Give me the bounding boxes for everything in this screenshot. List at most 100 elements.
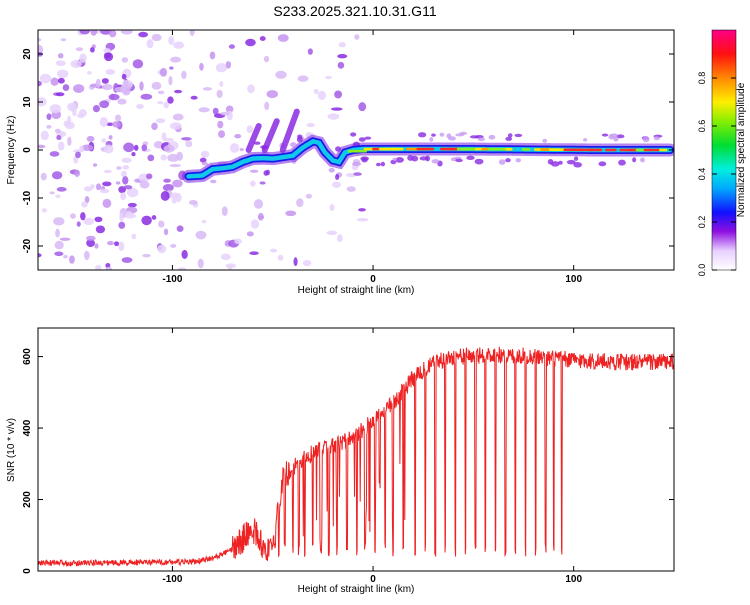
heatmap-blob bbox=[105, 266, 113, 270]
heatmap-blob bbox=[228, 44, 236, 49]
heatmap-blob bbox=[136, 103, 144, 110]
heatmap-blob bbox=[197, 258, 204, 269]
heatmap-blob bbox=[79, 53, 87, 63]
heatmap-blob bbox=[254, 199, 264, 209]
heatmap-blob bbox=[62, 84, 70, 91]
colorbar-ticks: 0.0 0.2 0.4 0.6 0.8 bbox=[697, 72, 736, 276]
heatmap-blob bbox=[215, 62, 228, 73]
track-side-blob bbox=[514, 133, 523, 138]
heatmap-blob bbox=[115, 114, 122, 122]
heatmap-blob bbox=[225, 263, 237, 269]
heatmap-blob bbox=[38, 80, 42, 87]
track-side-blob bbox=[335, 174, 340, 181]
track-side-blob bbox=[598, 161, 607, 167]
heatmap-blob bbox=[55, 194, 61, 199]
track-side-blob bbox=[542, 138, 548, 143]
track-side-blob bbox=[469, 135, 479, 139]
track-side-blob bbox=[199, 157, 207, 163]
heatmap-blob bbox=[106, 122, 114, 127]
heatmap-blob bbox=[170, 243, 177, 248]
bottom-xtick-label: 0 bbox=[370, 574, 376, 585]
track-side-blob bbox=[583, 138, 588, 142]
heatmap-blob bbox=[220, 253, 231, 261]
top-xlabel: Height of straight line (km) bbox=[298, 285, 415, 296]
heatmap-blob bbox=[46, 124, 52, 129]
track-side-blob bbox=[375, 162, 381, 167]
top-xtick-label: -100 bbox=[162, 274, 182, 285]
heatmap-blob bbox=[122, 176, 129, 185]
heatmap-blob bbox=[120, 30, 133, 35]
track-side-blob bbox=[455, 158, 463, 163]
track-side-blob bbox=[392, 157, 397, 161]
heatmap-blob bbox=[103, 169, 112, 174]
heatmap-blob bbox=[41, 208, 47, 213]
heatmap-blob bbox=[161, 132, 167, 141]
heatmap-blob bbox=[54, 240, 64, 250]
heatmap-blob bbox=[113, 241, 120, 247]
colorbar-tick-label: 0.4 bbox=[697, 168, 707, 181]
colorbar-tick-label: 0.8 bbox=[697, 72, 707, 85]
heatmap-blob bbox=[277, 34, 289, 42]
heatmap-blob bbox=[55, 92, 65, 97]
track-side-blob bbox=[632, 157, 637, 163]
heatmap-blob bbox=[250, 219, 260, 229]
bottom-ytick-label: 200 bbox=[22, 491, 33, 508]
heatmap-blob bbox=[99, 116, 108, 127]
heatmap-blob bbox=[121, 73, 127, 80]
heatmap-blob bbox=[229, 143, 240, 153]
track-side-blob bbox=[249, 169, 259, 173]
heatmap-blob bbox=[86, 239, 95, 248]
heatmap-blob bbox=[84, 250, 90, 261]
heatmap-blob bbox=[56, 186, 67, 192]
heatmap-blob bbox=[257, 215, 265, 219]
heatmap-blob bbox=[49, 104, 62, 114]
heatmap-blob bbox=[195, 230, 207, 240]
track-side-blob bbox=[335, 146, 342, 152]
track-side-blob bbox=[653, 136, 661, 141]
heatmap-blob bbox=[94, 243, 99, 249]
heatmap-blob bbox=[49, 191, 55, 195]
heatmap-blob bbox=[105, 69, 116, 75]
heatmap-blob bbox=[118, 241, 125, 251]
top-ytick-label: 0 bbox=[22, 147, 33, 153]
heatmap-blob bbox=[246, 231, 254, 237]
heatmap-blob bbox=[40, 172, 47, 181]
heatmap-blob bbox=[172, 179, 183, 188]
heatmap-blob bbox=[326, 230, 338, 236]
heatmap-blob bbox=[338, 42, 346, 48]
heatmap-blob bbox=[293, 257, 298, 267]
track-side-blob bbox=[350, 132, 357, 137]
track-spur bbox=[245, 123, 262, 153]
track-side-blob bbox=[411, 155, 419, 162]
heatmap-blob bbox=[234, 134, 242, 139]
heatmap-blob bbox=[168, 75, 173, 86]
heatmap-blob bbox=[358, 208, 366, 212]
heatmap-blob bbox=[332, 181, 341, 188]
heatmap-blob bbox=[317, 90, 326, 100]
heatmap-blob bbox=[131, 233, 137, 240]
heatmap-blob bbox=[198, 107, 210, 113]
heatmap-blob bbox=[126, 187, 139, 198]
heatmap-blob bbox=[172, 113, 184, 121]
heatmap-blob bbox=[234, 238, 242, 245]
heatmap-blob bbox=[101, 84, 113, 91]
heatmap-blob bbox=[313, 88, 319, 95]
heatmap-blob bbox=[121, 57, 129, 63]
heatmap-blob bbox=[266, 90, 278, 99]
heatmap-blob bbox=[118, 221, 126, 229]
bottom-ylabel: SNR (10 * v/v) bbox=[6, 418, 17, 482]
heatmap-blob bbox=[297, 75, 309, 82]
track-spur bbox=[279, 108, 300, 153]
track-side-blob bbox=[431, 133, 436, 137]
heatmap-blob bbox=[123, 142, 135, 153]
heatmap-blob bbox=[142, 253, 151, 258]
track-side-blob bbox=[573, 162, 582, 168]
heatmap-blob bbox=[151, 122, 158, 131]
heatmap-blob bbox=[108, 135, 113, 140]
colorbar-tick-label: 0.6 bbox=[697, 120, 707, 133]
heatmap-blob bbox=[54, 251, 64, 257]
heatmap-blob bbox=[169, 66, 174, 70]
heatmap-blob bbox=[346, 186, 356, 192]
heatmap-blob bbox=[249, 251, 259, 256]
